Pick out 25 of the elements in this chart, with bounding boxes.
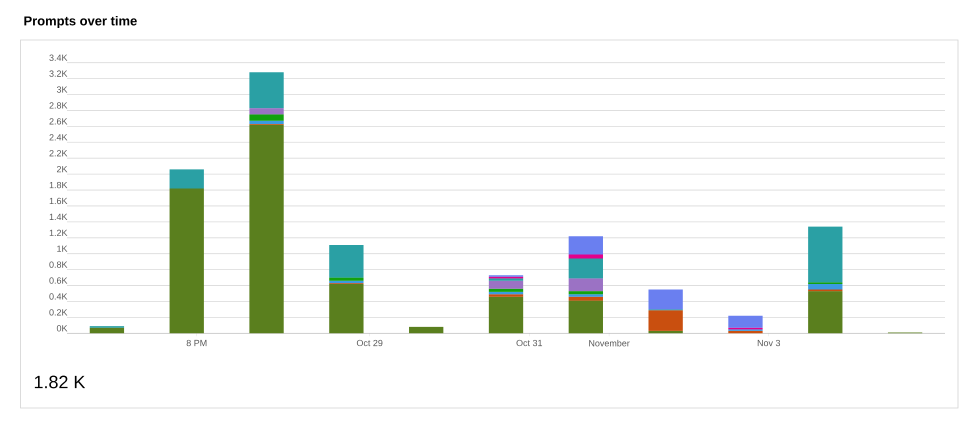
- y-tick-label: 0.6K: [49, 277, 68, 284]
- x-tick-label: November: [589, 340, 630, 346]
- y-tick-label: 0.4K: [49, 293, 68, 300]
- y-tick-label: 1.6K: [50, 198, 68, 204]
- x-tick-label: Nov 3: [758, 340, 780, 346]
- y-tick-label: 1.8K: [50, 182, 68, 188]
- x-tick-label: Oct 31: [516, 340, 542, 346]
- chart-title: Prompts over time: [24, 16, 137, 28]
- y-tick-label: 1.2K: [50, 230, 68, 236]
- y-tick-label: 3K: [56, 86, 68, 93]
- text: 1.82 K: [34, 376, 86, 388]
- y-tick-label: 2.6K: [49, 118, 68, 125]
- y-tick-label: 1.4K: [50, 214, 68, 220]
- y-tick-label: 0.2K: [49, 309, 68, 316]
- x-tick-label: 8 PM: [186, 340, 206, 346]
- y-tick-label: 3.2K: [49, 70, 68, 77]
- x-tick-label: Oct 29: [356, 340, 382, 346]
- y-tick-label: 2.8K: [49, 102, 68, 109]
- y-tick-label: 3.4K: [49, 54, 68, 61]
- y-tick-label: 2.4K: [49, 134, 68, 140]
- y-tick-label: 2K: [56, 166, 68, 172]
- y-tick-label: 1K: [57, 246, 68, 252]
- y-tick-label: 2.2K: [49, 150, 68, 156]
- y-tick-label: 0.8K: [49, 261, 68, 268]
- y-tick-label: 0K: [56, 325, 68, 332]
